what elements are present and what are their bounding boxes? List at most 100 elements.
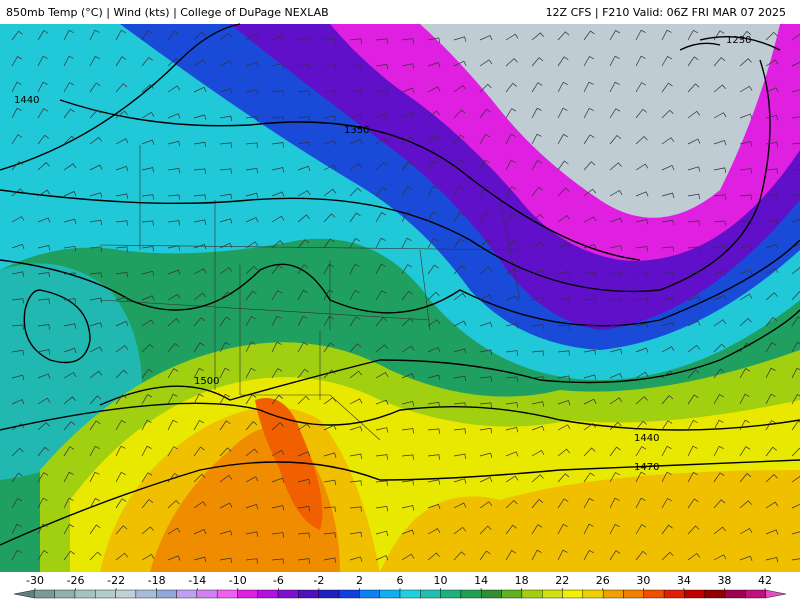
wind-barb xyxy=(479,501,493,509)
wind-barb xyxy=(323,479,337,486)
wind-barb xyxy=(167,293,181,301)
wind-barb xyxy=(323,263,334,275)
wind-barb xyxy=(713,554,727,561)
wind-barb xyxy=(765,342,777,353)
wind-barbs xyxy=(11,29,800,564)
wind-barb xyxy=(271,477,285,483)
colorbar-swatch xyxy=(481,589,502,599)
wind-barb xyxy=(583,55,594,67)
wind-barb xyxy=(609,108,621,119)
wind-barb xyxy=(505,350,518,356)
wind-barb xyxy=(63,81,74,93)
wind-barb xyxy=(661,297,675,303)
wind-barb xyxy=(271,35,285,41)
wind-barb xyxy=(193,342,205,353)
wind-barb xyxy=(349,426,363,432)
wind-barb xyxy=(479,452,493,458)
wind-barb xyxy=(141,445,152,457)
wind-barb xyxy=(661,219,674,226)
wind-barb xyxy=(765,168,778,174)
wind-barb xyxy=(765,194,778,200)
wind-barb xyxy=(271,558,284,564)
wind-barb xyxy=(531,324,544,330)
wind-barb xyxy=(115,471,126,483)
wind-barb xyxy=(635,471,646,483)
wind-barb xyxy=(557,523,568,535)
wind-barb xyxy=(401,553,415,561)
wind-barb xyxy=(89,29,100,41)
colorbar-swatch xyxy=(765,589,787,599)
wind-barb xyxy=(141,419,152,431)
wind-barb xyxy=(375,64,388,70)
wind-barb xyxy=(791,420,800,431)
wind-barb xyxy=(453,478,467,484)
wind-barb xyxy=(739,168,752,174)
wind-barb xyxy=(609,421,622,431)
wind-barb xyxy=(11,216,25,223)
wind-barb xyxy=(427,374,441,381)
wind-barb xyxy=(557,270,571,276)
wind-barb xyxy=(193,268,207,275)
wind-barb xyxy=(89,55,100,67)
wind-barb xyxy=(739,555,753,561)
wind-barb xyxy=(193,86,207,93)
wind-barb xyxy=(375,237,386,249)
wind-barb xyxy=(427,454,440,460)
wind-barb xyxy=(687,110,701,119)
wind-barb xyxy=(219,530,233,536)
wind-barb xyxy=(245,448,258,457)
wind-barb xyxy=(531,474,544,483)
wind-barb xyxy=(297,423,311,431)
wind-barb xyxy=(37,55,48,67)
wind-barb xyxy=(401,160,414,171)
wind-barb xyxy=(323,315,334,327)
wind-barb xyxy=(765,317,778,327)
wind-barb xyxy=(401,505,415,511)
wind-barb xyxy=(11,447,24,457)
wind-barb xyxy=(661,445,672,457)
wind-barb xyxy=(245,34,259,41)
wind-barb xyxy=(765,393,776,405)
colorbar-swatch xyxy=(74,589,96,599)
wind-barb xyxy=(739,317,752,327)
wind-barb xyxy=(375,427,389,433)
wind-barb xyxy=(505,33,519,41)
wind-barb xyxy=(271,532,284,538)
wind-barb xyxy=(245,61,259,68)
wind-barb xyxy=(245,503,259,510)
wind-barb xyxy=(297,214,310,223)
wind-barb xyxy=(167,168,180,174)
wind-barb xyxy=(635,108,647,119)
wind-barb xyxy=(89,551,102,561)
colorbar-swatch xyxy=(216,589,238,599)
wind-barb xyxy=(167,85,181,93)
wind-barb xyxy=(713,30,725,41)
wind-barb xyxy=(297,116,310,122)
wind-barb xyxy=(479,550,491,561)
wind-barb xyxy=(219,242,233,249)
wind-barb xyxy=(635,550,647,561)
wind-barb xyxy=(89,219,103,226)
wind-barb xyxy=(557,375,571,381)
wind-barb xyxy=(557,215,571,223)
colorbar-swatch xyxy=(318,589,340,599)
wind-barb xyxy=(219,218,233,224)
wind-barb xyxy=(219,32,233,41)
wind-barb xyxy=(323,452,337,458)
wind-barb xyxy=(297,239,310,249)
wind-barb xyxy=(271,63,285,69)
wind-barb xyxy=(713,294,727,301)
contour-label: 1350 xyxy=(344,125,369,136)
wind-barb xyxy=(687,320,701,327)
wind-barb xyxy=(11,161,24,171)
wind-barb xyxy=(583,497,594,509)
wind-barb xyxy=(349,289,360,301)
colorbar-tick-label: -18 xyxy=(148,574,166,587)
wind-barb xyxy=(141,167,155,173)
wind-barb xyxy=(167,140,181,147)
wind-barb xyxy=(245,531,259,537)
colorbar-tick-label: -26 xyxy=(67,574,85,587)
wind-barb xyxy=(219,266,233,275)
wind-barb xyxy=(37,298,50,304)
wind-barb xyxy=(687,553,701,561)
